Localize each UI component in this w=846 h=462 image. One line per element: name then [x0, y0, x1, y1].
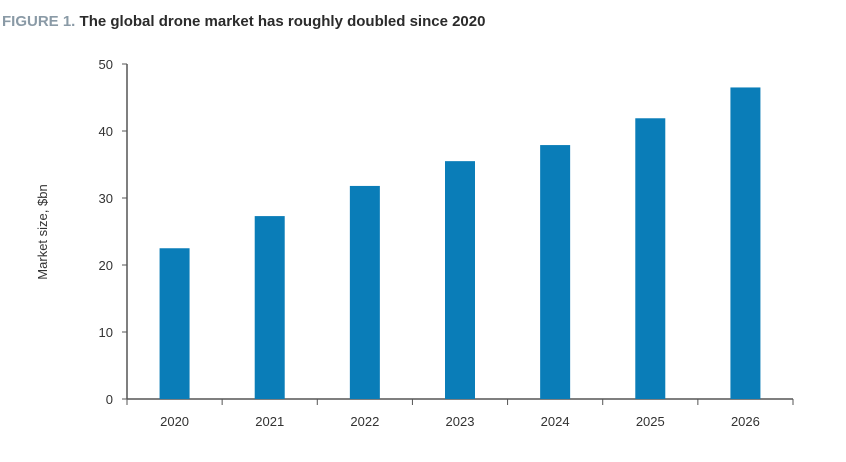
y-axis-label: Market size, $bn	[35, 184, 50, 279]
bar-2024	[540, 145, 571, 399]
x-tick-label: 2020	[160, 414, 189, 429]
y-tick-label: 10	[99, 325, 113, 340]
bar-2021	[254, 216, 285, 399]
x-tick-label: 2022	[350, 414, 379, 429]
x-tick-label: 2026	[731, 414, 760, 429]
title-text: The global drone market has roughly doub…	[79, 13, 486, 30]
y-tick-label: 50	[99, 57, 113, 72]
x-tick-label: 2024	[541, 414, 570, 429]
y-tick-label: 0	[106, 392, 113, 407]
bar-2025	[635, 118, 666, 400]
bar-2023	[445, 161, 475, 399]
figure-label: FIGURE 1.	[2, 13, 76, 30]
y-tick-label: 20	[99, 258, 113, 273]
y-tick-label: 40	[99, 124, 113, 139]
x-tick-label: 2021	[255, 414, 284, 429]
bar-2026	[730, 87, 761, 399]
x-tick-label: 2023	[446, 414, 475, 429]
chart-title: FIGURE 1. The global drone market has ro…	[2, 13, 485, 30]
bar-2022	[349, 185, 380, 399]
bar-2020	[159, 248, 190, 399]
x-tick-label: 2025	[636, 414, 665, 429]
y-tick-label: 30	[99, 191, 113, 206]
